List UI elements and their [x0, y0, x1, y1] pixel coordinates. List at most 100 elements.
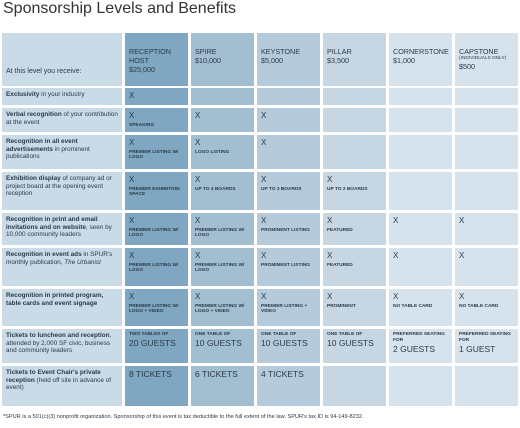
cell-mark: X: [327, 216, 333, 225]
header-cell: RECEPTION HOST $25,000: [125, 33, 188, 86]
cell-mark: X: [129, 138, 135, 147]
row-label: Recognition in event ads in SPUR's month…: [2, 248, 122, 286]
header-cell: CORNERSTONE $1,000: [389, 33, 452, 86]
cell-note: PREMIER LISTING W/ LOGO: [129, 227, 179, 239]
benefit-cell: X: [257, 135, 320, 169]
label-bold: Recognition in print and email invitatio…: [6, 216, 98, 231]
benefit-cell: PREFERRED SEATING FOR 2 GUESTS: [389, 329, 452, 363]
cell-mark: X: [261, 251, 267, 260]
cell-note: PROMINENT: [327, 303, 356, 309]
benefit-cell: X: [191, 108, 254, 132]
benefit-cell: [389, 172, 452, 210]
cell-note: PROMINENT LISTING: [261, 227, 311, 233]
cell-small: ONE TABLE OF: [261, 332, 297, 337]
benefit-cell: X PREMIER LISTING W/ LOGO: [191, 213, 254, 245]
cell-mark: X: [195, 216, 201, 225]
benefit-cell: X LOGO LISTING: [191, 135, 254, 169]
header-cell: KEYSTONE $5,000: [257, 33, 320, 86]
footnote: *SPUR is a 501(c)(3) nonprofit organizat…: [3, 414, 364, 420]
cell-big: 4 TICKETS: [261, 369, 304, 379]
cell-note: PREMIER LISTING W/ LOGO: [129, 149, 179, 161]
level-price: $500: [459, 61, 475, 71]
row-label: Verbal recognition of your contribution …: [2, 108, 122, 132]
benefit-cell: [389, 88, 452, 105]
benefit-cell: 6 TICKETS: [191, 366, 254, 406]
benefit-cell: X UP TO 4 BOARDS: [191, 172, 254, 210]
corner-cell: At this level you receive:: [2, 33, 122, 86]
benefit-cell: X: [389, 248, 452, 286]
cell-note: PREMIER LISTING W/ LOGO + VIDEO: [129, 303, 179, 315]
level-price: $10,000: [195, 56, 221, 65]
label-text: of company ad or project board at the op…: [6, 175, 112, 198]
row-label: Recognition in print and email invitatio…: [2, 213, 122, 245]
cell-big: 10 GUESTS: [327, 337, 374, 348]
benefit-cell: X PROMINENT: [323, 289, 386, 326]
row-label: Tickets to luncheon and reception, atten…: [2, 329, 122, 363]
level-name: CORNERSTONE: [393, 47, 449, 56]
benefit-cell: X FEATURED: [323, 248, 386, 286]
benefit-cell: X: [455, 213, 518, 245]
benefit-cell: [323, 108, 386, 132]
cell-mark: X: [459, 251, 465, 260]
label-text: of your contribution at the event: [6, 111, 118, 126]
cell-note: UP TO 3 BOARDS: [261, 186, 302, 192]
label-text: in your industry: [39, 91, 85, 98]
benefit-cell: [455, 108, 518, 132]
cell-mark: X: [261, 216, 267, 225]
benefit-cell: X SPEAKING: [125, 108, 188, 132]
header-cell: SPIRE $10,000: [191, 33, 254, 86]
label-bold: Verbal recognition: [6, 111, 62, 118]
cell-mark: X: [261, 111, 267, 120]
cell-note: UP TO 4 BOARDS: [195, 186, 236, 192]
level-price: $25,000: [129, 65, 155, 74]
benefit-cell: X PREMIER LISTING W/ LOGO + VIDEO: [125, 289, 188, 326]
level-note: (INDIVIDUALS ONLY): [459, 56, 507, 61]
cell-mark: X: [261, 175, 267, 184]
cell-note: FEATURED: [327, 262, 353, 268]
cell-mark: X: [393, 251, 399, 260]
cell-note: PREMIER LISTING W/ LOGO: [129, 262, 179, 274]
header-cell: PILLAR $3,500: [323, 33, 386, 86]
row-label: Exhibition display of company ad or proj…: [2, 172, 122, 210]
benefit-cell: X PROMINENT LISTING: [257, 213, 320, 245]
cell-big: 10 GUESTS: [195, 337, 242, 348]
label-bold: Exclusivity: [6, 91, 40, 98]
cell-mark: X: [393, 216, 399, 225]
label-bold: Tickets to luncheon and reception: [6, 332, 110, 339]
benefit-cell: [455, 366, 518, 406]
cell-mark: X: [129, 175, 135, 184]
cell-note: LOGO LISTING: [195, 149, 230, 155]
benefit-cell: [191, 88, 254, 105]
cell-mark: X: [195, 175, 201, 184]
level-price: $5,000: [261, 56, 283, 65]
benefit-cell: 4 TICKETS: [257, 366, 320, 406]
benefit-cell: PREFERRED SEATING FOR 1 GUEST: [455, 329, 518, 363]
benefit-cell: X PREMIER LISTING W/ LOGO + VIDEO: [191, 289, 254, 326]
benefit-cell: ONE TABLE OF 10 GUESTS: [191, 329, 254, 363]
benefit-cell: [389, 366, 452, 406]
benefit-cell: [455, 172, 518, 210]
label-text: , seen by 10,000 community leaders: [6, 223, 112, 239]
cell-mark: X: [327, 251, 333, 260]
label-bold: Recognition in all event advertisements: [6, 138, 78, 153]
cell-mark: X: [195, 138, 201, 147]
level-name: CAPSTONE: [459, 47, 499, 56]
label-text: in prominent publications: [6, 145, 90, 161]
cell-note: UP TO 2 BOARDS: [327, 186, 368, 192]
cell-mark: X: [261, 292, 267, 301]
title: Sponsorship Levels and Benefits: [3, 0, 237, 17]
benefit-cell: 8 TICKETS: [125, 366, 188, 406]
cell-mark: X: [261, 138, 267, 147]
benefit-cell: [323, 135, 386, 169]
cell-mark: X: [195, 251, 201, 260]
cell-mark: X: [327, 292, 333, 301]
benefit-cell: X PREMIER LISTING W/ LOGO: [125, 248, 188, 286]
cell-mark: X: [129, 111, 135, 120]
benefit-cell: X: [389, 213, 452, 245]
cell-big: 2 GUESTS: [393, 343, 436, 354]
benefit-cell: ONE TABLE OF 10 GUESTS: [323, 329, 386, 363]
label-text: (held off site in advance of event): [6, 376, 112, 392]
benefit-cell: X: [455, 248, 518, 286]
cell-note: SPEAKING: [129, 122, 155, 128]
cell-note: PREMIER LISTING + VIDEO: [261, 303, 308, 315]
